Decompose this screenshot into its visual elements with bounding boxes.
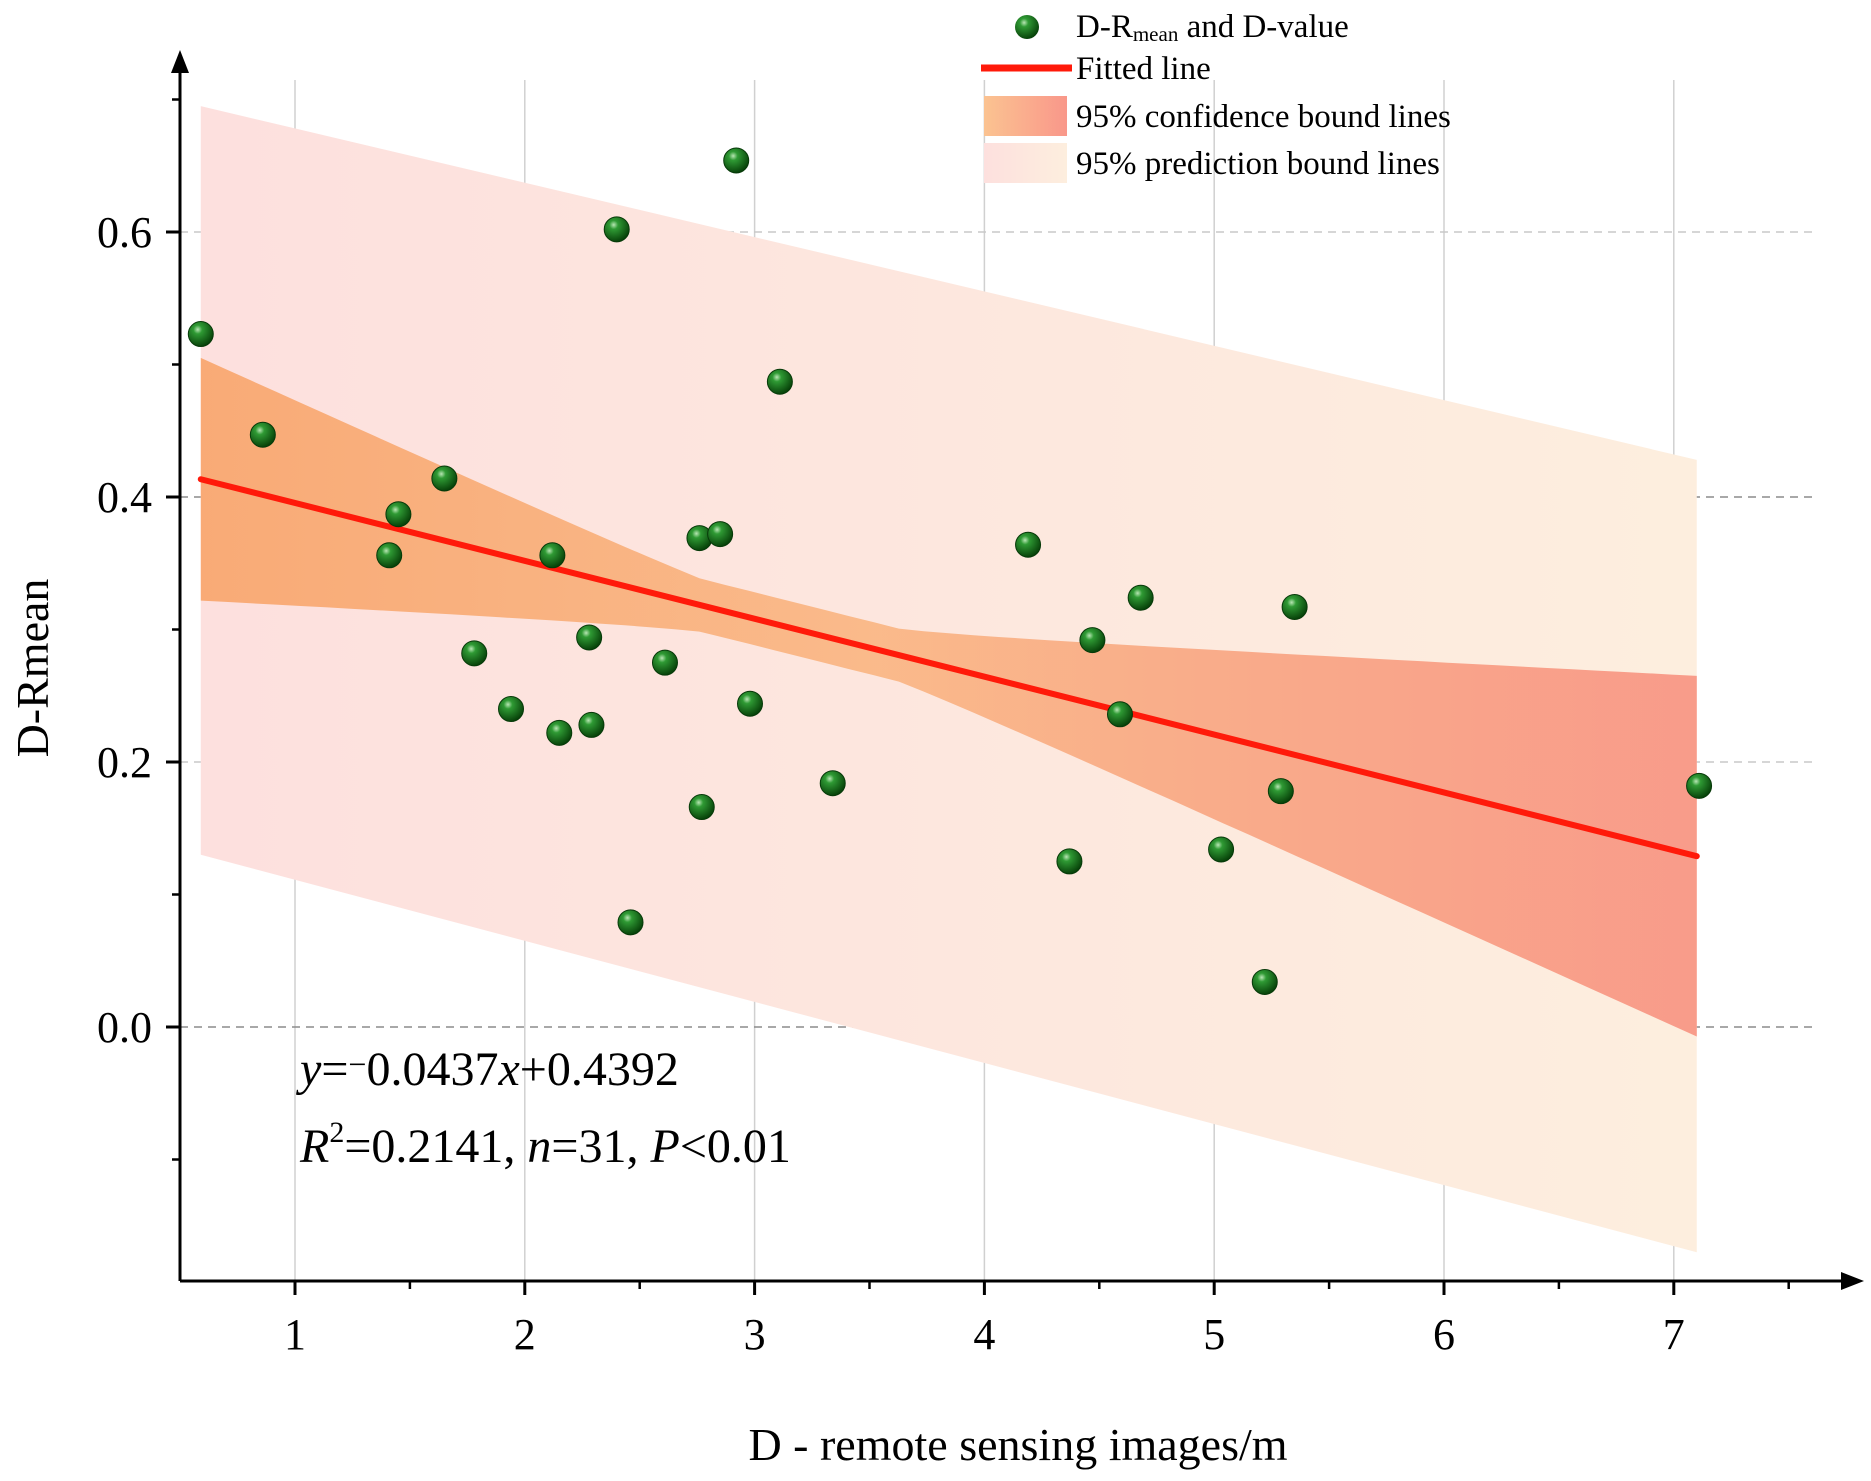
legend-scatter-marker (1015, 15, 1039, 39)
eq-equals: = (321, 1043, 348, 1096)
x-tick-label: 4 (973, 1310, 995, 1359)
data-point (249, 421, 276, 448)
data-point (1251, 968, 1278, 995)
data-point (576, 624, 603, 651)
y-tick-label: 0.6 (97, 208, 152, 257)
eq-x-symbol: x (497, 1043, 519, 1096)
legend-confidence-swatch (984, 96, 1067, 136)
y-tick-label: 0.4 (97, 473, 152, 522)
data-point (187, 321, 214, 348)
data-point (766, 368, 793, 395)
data-point (376, 542, 403, 569)
x-tick-label: 3 (744, 1310, 766, 1359)
stats-p-value: <0.01 (680, 1120, 791, 1173)
x-tick-label: 5 (1203, 1310, 1225, 1359)
legend-scatter-prefix: D-R (1076, 9, 1133, 45)
data-point (737, 690, 764, 717)
eq-coefficient: 0.0437 (366, 1043, 498, 1096)
data-point (385, 501, 412, 528)
data-point (1015, 531, 1042, 558)
data-point (819, 770, 846, 797)
data-point (578, 711, 605, 738)
x-tick-label: 7 (1663, 1310, 1685, 1359)
data-point (461, 640, 488, 667)
legend-prediction-label: 95% prediction bound lines (1076, 146, 1440, 182)
legend: D-Rmean and D-value Fitted line 95% conf… (981, 9, 1451, 183)
data-point (1056, 848, 1083, 875)
data-point (539, 542, 566, 569)
data-point (603, 216, 630, 243)
stats-r-superscript: 2 (329, 1116, 344, 1149)
x-axis-arrow (1841, 1272, 1864, 1290)
regression-equation: y=−0.0437x+0.4392 (295, 1043, 679, 1096)
y-axis-arrow (171, 50, 189, 73)
data-point (1106, 701, 1133, 728)
y-tick-label: 0.2 (97, 738, 152, 787)
bands (200, 106, 1697, 1253)
data-point (688, 794, 715, 821)
y-tick-label: 0.0 (97, 1003, 152, 1052)
data-point (1281, 593, 1308, 620)
legend-confidence-label: 95% confidence bound lines (1076, 99, 1451, 135)
stats-n-symbol: n (527, 1120, 551, 1173)
data-point (1079, 627, 1106, 654)
data-point (1208, 836, 1235, 863)
fitted-line (197, 476, 1700, 860)
x-tick-label: 6 (1433, 1310, 1455, 1359)
data-point (1267, 778, 1294, 805)
stats-r-symbol: R (299, 1120, 329, 1173)
data-point (723, 147, 750, 174)
legend-scatter-subscript: mean (1133, 22, 1179, 46)
y-axis-title: D-Rmean (7, 579, 58, 758)
confidence-band (200, 357, 1697, 1037)
data-point (651, 649, 678, 676)
eq-y-symbol: y (295, 1043, 322, 1096)
legend-scatter-suffix: and D-value (1178, 9, 1348, 45)
data-point (546, 719, 573, 746)
eq-minus: − (348, 1046, 366, 1082)
data-point (707, 521, 734, 548)
data-point (1686, 772, 1713, 799)
data-point (1127, 584, 1154, 611)
data-point (431, 465, 458, 492)
legend-scatter-label: D-Rmean and D-value (1076, 9, 1349, 46)
data-points (187, 147, 1713, 995)
regression-stats: R2=0.2141, n=31, P<0.01 (299, 1116, 791, 1173)
eq-intercept: +0.4392 (520, 1043, 679, 1096)
legend-prediction-swatch (984, 143, 1067, 183)
stats-r2-value: =0.2141, (344, 1120, 527, 1173)
x-tick-label: 2 (514, 1310, 536, 1359)
data-point (617, 909, 644, 936)
x-axis-title: D - remote sensing images/m (748, 1419, 1287, 1470)
stats-p-symbol: P (649, 1120, 679, 1173)
x-tick-label: 1 (284, 1310, 306, 1359)
data-point (498, 696, 525, 722)
stats-n-value: =31, (551, 1120, 650, 1173)
legend-fit-label: Fitted line (1076, 51, 1211, 87)
axes (171, 50, 1864, 1290)
axis-ticks: 1 2 3 4 5 6 7 0.0 0.2 0.4 0.6 (97, 98, 1790, 1359)
